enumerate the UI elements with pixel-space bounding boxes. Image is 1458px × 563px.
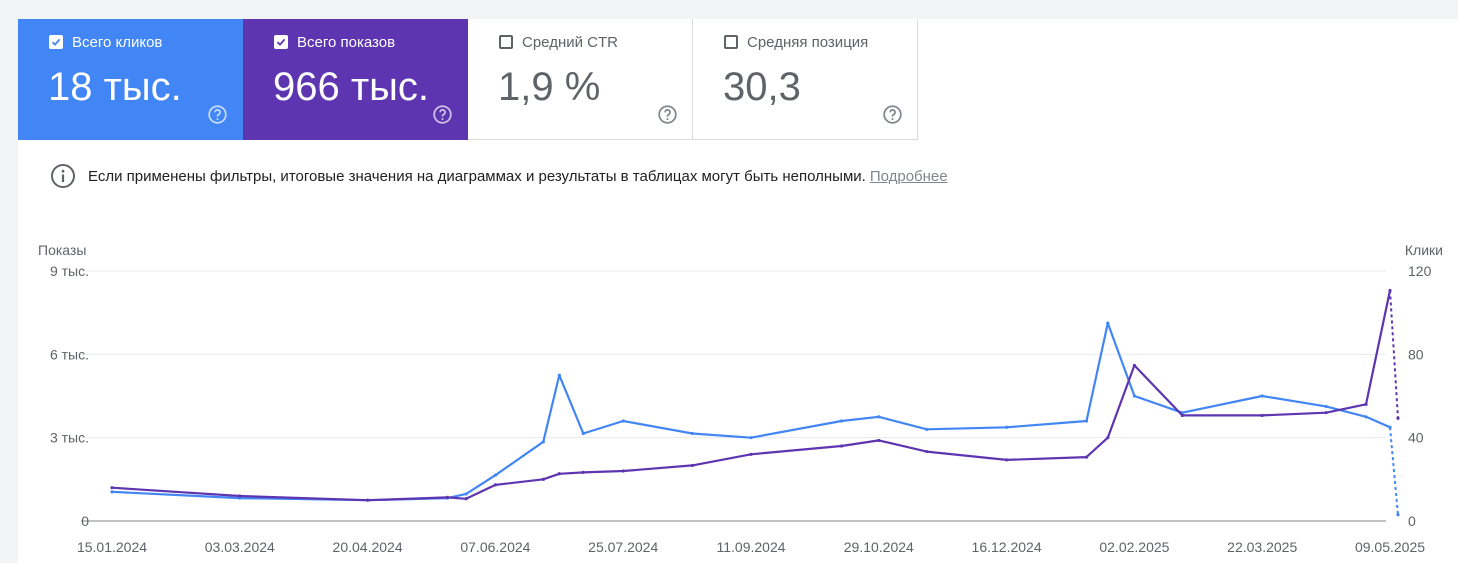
- series-line: [111, 290, 1392, 502]
- x-tick-label: 20.04.2024: [333, 539, 403, 555]
- card-value: 1,9 %: [498, 65, 601, 109]
- x-tick-label: 15.01.2024: [77, 539, 147, 555]
- data-point: [1324, 411, 1328, 415]
- data-point: [1324, 404, 1328, 409]
- data-point: [1106, 321, 1110, 325]
- data-point: [1260, 394, 1264, 398]
- data-point: [557, 472, 561, 476]
- checkbox-clicks[interactable]: [49, 35, 63, 49]
- data-point: [464, 492, 468, 496]
- help-circle-icon[interactable]: [432, 104, 453, 125]
- right-tick-label: 40: [1408, 430, 1424, 446]
- data-point: [925, 449, 929, 454]
- data-point: [581, 431, 585, 436]
- data-point: [541, 477, 545, 481]
- data-point: [1005, 458, 1009, 462]
- data-point: [110, 490, 114, 494]
- data-point: [1364, 402, 1368, 406]
- card-value: 30,3: [723, 65, 801, 109]
- left-tick-label: 0: [81, 513, 89, 529]
- card-label: Средняя позиция: [747, 34, 869, 51]
- data-point: [541, 440, 545, 444]
- data-point: [749, 452, 753, 456]
- data-point: [1388, 425, 1392, 429]
- card-average-ctr[interactable]: Средний CTR 1,9 %: [468, 19, 693, 140]
- card-average-position[interactable]: Средняя позиция 30,3: [693, 19, 918, 140]
- x-tick-label: 03.03.2024: [205, 539, 275, 555]
- data-point: [877, 438, 881, 443]
- data-point: [690, 431, 695, 436]
- data-point: [621, 419, 625, 423]
- notice-text: Если применены фильтры, итоговые значени…: [88, 167, 866, 185]
- data-point: [1396, 416, 1400, 420]
- data-point: [557, 373, 561, 377]
- data-point: [238, 494, 242, 498]
- right-tick-label: 0: [1408, 513, 1416, 529]
- card-value: 18 тыс.: [48, 65, 182, 109]
- data-point: [464, 497, 468, 501]
- data-point: [1106, 436, 1110, 440]
- left-axis-title: Показы: [38, 242, 86, 258]
- x-tick-label: 16.12.2024: [972, 539, 1042, 555]
- info-icon: [51, 164, 75, 188]
- data-point: [1084, 455, 1089, 459]
- series-line-partial: [1389, 290, 1399, 419]
- data-point: [1260, 413, 1264, 418]
- card-label: Средний CTR: [522, 34, 618, 51]
- x-tick-label: 09.05.2025: [1355, 539, 1425, 555]
- data-point: [445, 495, 450, 499]
- data-point: [1005, 425, 1009, 429]
- x-tick-label: 22.03.2025: [1227, 539, 1297, 555]
- metric-cards: Всего кликов 18 тыс. Всего показов 966 т…: [18, 19, 918, 140]
- right-tick-label: 80: [1408, 346, 1424, 362]
- data-point: [493, 483, 497, 487]
- checkbox-position[interactable]: [724, 35, 738, 49]
- left-tick-label: 3 тыс.: [50, 430, 89, 446]
- data-point: [1084, 419, 1089, 423]
- data-point: [877, 415, 881, 419]
- checkbox-impressions[interactable]: [274, 35, 288, 49]
- left-tick-label: 6 тыс.: [50, 346, 89, 362]
- data-point: [581, 470, 585, 474]
- performance-chart: 9 тыс. 120 6 тыс. 80 3 тыс. 40 0 0 Показы Клики 15…: [38, 242, 1443, 555]
- card-total-impressions[interactable]: Всего показов 966 тыс.: [243, 19, 468, 140]
- data-point: [1132, 394, 1136, 398]
- series-line-partial: [1389, 427, 1399, 515]
- x-tick-label: 11.09.2024: [716, 539, 785, 555]
- data-point: [1396, 513, 1400, 517]
- card-label: Всего показов: [297, 34, 396, 51]
- learn-more-link[interactable]: Подробнее: [869, 167, 948, 185]
- help-circle-icon[interactable]: [207, 104, 228, 125]
- x-tick-label: 29.10.2024: [844, 539, 914, 555]
- series-line: [111, 322, 1391, 502]
- filter-notice: Если применены фильтры, итоговые значени…: [50, 163, 948, 189]
- help-circle-icon[interactable]: [657, 104, 678, 125]
- x-tick-label: 07.06.2024: [460, 539, 530, 555]
- right-axis-title: Клики: [1405, 242, 1443, 258]
- data-point: [839, 419, 844, 423]
- data-point: [839, 444, 844, 448]
- card-value: 966 тыс.: [273, 65, 430, 109]
- x-tick-label: 02.02.2025: [1099, 539, 1169, 555]
- data-point: [366, 498, 370, 502]
- data-point: [621, 469, 625, 473]
- data-point: [690, 463, 695, 468]
- data-point: [749, 436, 753, 440]
- card-total-clicks[interactable]: Всего кликов 18 тыс.: [18, 19, 243, 140]
- data-point: [1180, 413, 1184, 418]
- data-point: [1132, 363, 1136, 368]
- x-tick-label: 25.07.2024: [588, 539, 658, 555]
- left-tick-label: 9 тыс.: [50, 263, 89, 279]
- card-label: Всего кликов: [72, 34, 163, 51]
- right-tick-label: 120: [1408, 263, 1432, 279]
- performance-panel: Всего кликов 18 тыс. Всего показов 966 т…: [18, 19, 1458, 563]
- help-circle-icon[interactable]: [882, 104, 903, 125]
- checkbox-ctr[interactable]: [499, 35, 513, 49]
- data-point: [1364, 415, 1368, 419]
- data-point: [925, 427, 929, 431]
- data-point: [1388, 288, 1392, 293]
- data-point: [493, 473, 497, 477]
- data-point: [110, 486, 114, 490]
